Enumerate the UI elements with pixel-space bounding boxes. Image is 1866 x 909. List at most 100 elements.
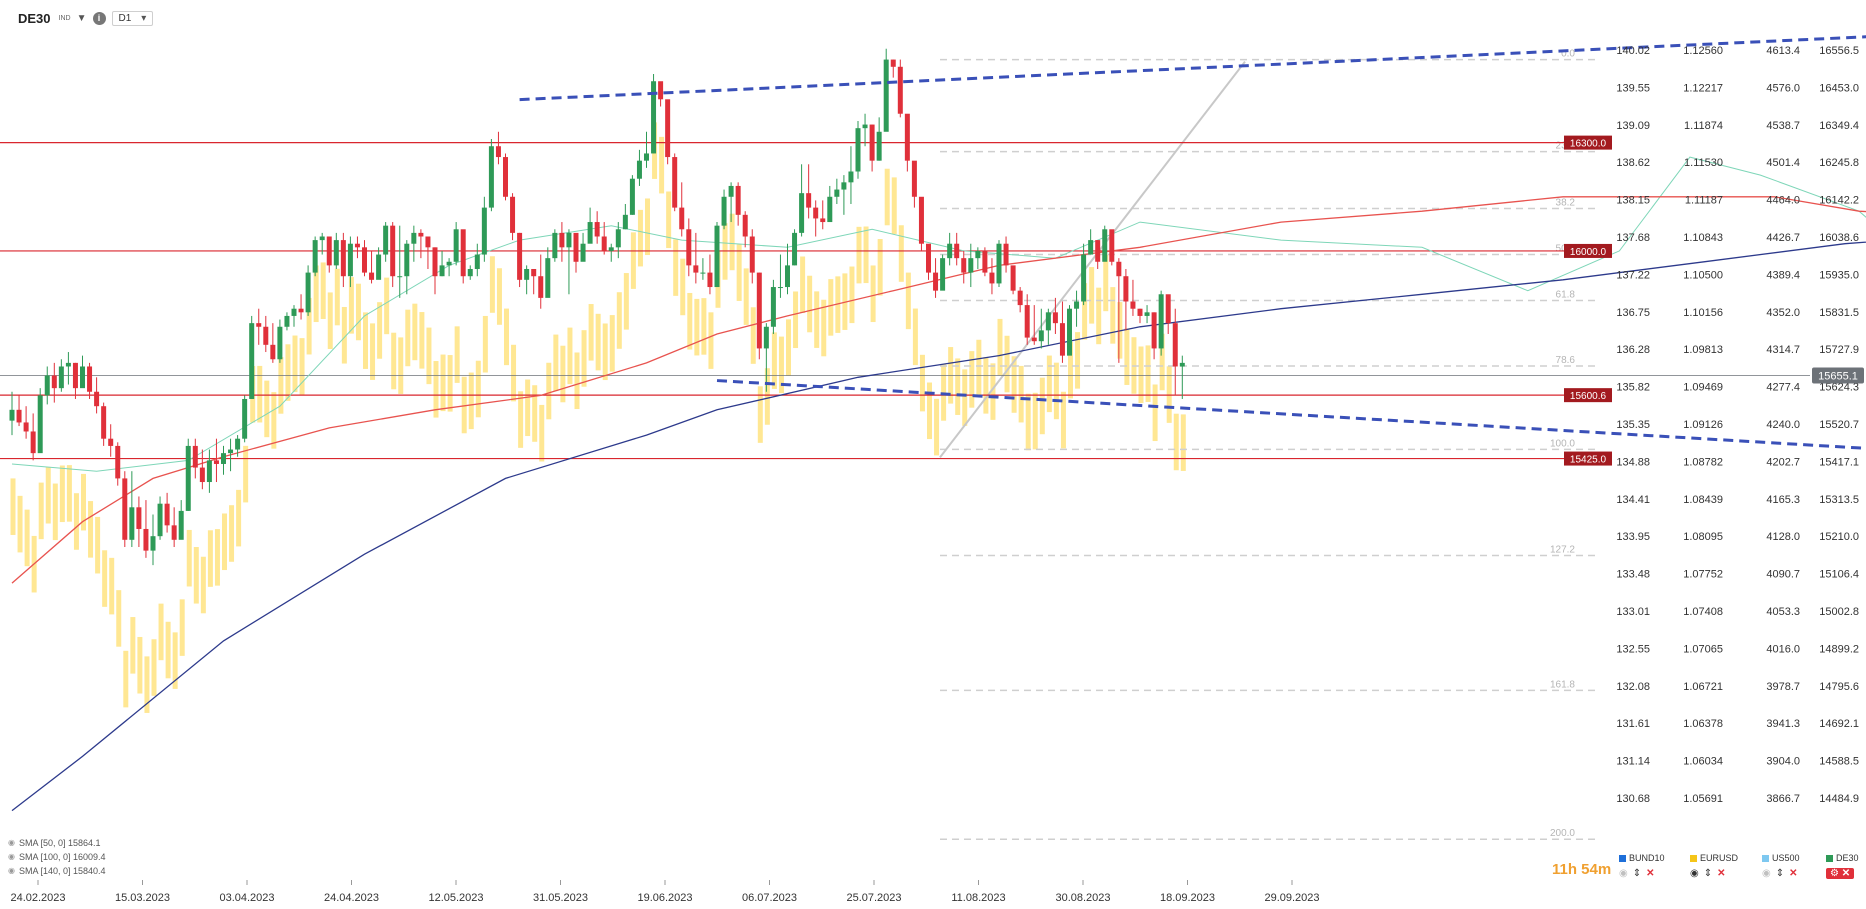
compare-candle [102, 550, 108, 607]
y-tick-label: 130.68 [1616, 793, 1650, 805]
candle-bullish [488, 146, 494, 208]
compare-candle [271, 392, 277, 449]
caret-down-icon[interactable]: ▼ [76, 12, 87, 24]
close-icon[interactable]: ✕ [1789, 868, 1798, 879]
reorder-icon[interactable]: ⇕ [1703, 868, 1713, 879]
compare-candle [306, 297, 312, 355]
y-tick-label: 4314.7 [1766, 344, 1800, 356]
compare-candle [496, 268, 502, 325]
y-tick-label: 1.12560 [1683, 45, 1723, 57]
candle-bearish [362, 247, 367, 273]
level-tag-label: 15425.0 [1570, 455, 1607, 466]
close-icon[interactable]: ✕ [1841, 868, 1851, 879]
compare-candle [313, 265, 319, 323]
eye-icon[interactable]: ◉ [1690, 868, 1699, 879]
candle-bullish [940, 258, 946, 291]
candle-bullish [876, 131, 882, 161]
trendline-upper [519, 35, 1866, 102]
candle-bearish [897, 66, 903, 114]
compare-candle [45, 466, 51, 524]
close-icon[interactable]: ✕ [1717, 868, 1726, 879]
compare-eurusd[interactable]: EURUSD ◉ ⇕ ✕ [1690, 853, 1739, 879]
y-tick-label: 16142.2 [1819, 195, 1859, 207]
symbol-name[interactable]: DE30 [18, 10, 51, 26]
candle-bearish [517, 232, 523, 280]
compare-candle [701, 298, 707, 355]
eye-icon[interactable]: ◉ [1619, 868, 1628, 879]
candle-bearish [460, 229, 466, 277]
compare-candle [116, 590, 122, 647]
compare-candle [137, 636, 143, 694]
eye-icon[interactable]: ◉ [1762, 868, 1771, 879]
time-axis[interactable]: 24.02.2023 15.03.2023 03.04.2023 24.04.2023… [10, 880, 1320, 904]
candle-bullish [228, 449, 234, 454]
main-de30[interactable]: DE30 ⚙ ✕ [1826, 853, 1859, 879]
compare-candle [807, 275, 813, 333]
interval-select[interactable]: D1 ▾ [111, 10, 154, 26]
compare-candle [814, 291, 820, 348]
y-tick-label: 1.10843 [1683, 232, 1723, 244]
candle-bullish [651, 81, 657, 154]
candle-bearish [354, 243, 360, 248]
y-tick-label: 131.61 [1616, 718, 1650, 730]
fib-anchor-line [939, 60, 1246, 459]
candle-bearish [918, 196, 924, 244]
candle-bullish [714, 225, 720, 288]
candle-bearish [164, 503, 170, 526]
candle-bullish [150, 536, 156, 551]
compare-candle [828, 279, 834, 336]
compare-bund10[interactable]: BUND10 ◉ ⇕ ✕ [1619, 853, 1665, 879]
candle-bearish [926, 243, 931, 273]
sma50-line [11, 156, 1866, 472]
compare-candle [1124, 328, 1130, 385]
compare-us500[interactable]: US500 ◉ ⇕ ✕ [1762, 853, 1800, 879]
compare-candle [17, 495, 23, 553]
candle-bullish [855, 128, 861, 172]
fibonacci-retracement[interactable]: 0.023.638.250.061.878.6100.0127.2161.820… [939, 49, 1595, 840]
sma50-legend[interactable]: ◉ SMA [50, 0] 15864.1 [8, 838, 101, 848]
info-icon[interactable]: i [92, 11, 106, 25]
compare-candle [764, 368, 770, 425]
settings-pill[interactable]: ⚙ ✕ [1826, 868, 1855, 879]
compare-candle [172, 632, 178, 689]
y-tick-label: 14588.5 [1819, 756, 1859, 768]
compare-candle [560, 345, 566, 403]
reorder-icon[interactable]: ⇕ [1775, 868, 1785, 879]
eye-icon[interactable]: ◉ [8, 866, 15, 875]
compare-candle [835, 276, 841, 333]
eye-icon[interactable]: ◉ [8, 852, 15, 861]
compare-candle [673, 239, 679, 296]
candle-bullish [65, 362, 71, 367]
color-swatch [1762, 854, 1769, 862]
trendlines[interactable] [519, 35, 1866, 474]
y-tick-label: 14899.2 [1819, 643, 1859, 655]
reorder-icon[interactable]: ⇕ [1632, 868, 1642, 879]
sma140-legend[interactable]: ◉ SMA [140, 0] 15840.4 [8, 866, 106, 876]
compare-candle [1032, 392, 1038, 450]
y-tick-label: 139.55 [1616, 82, 1650, 94]
candle-bearish [933, 272, 939, 291]
compare-candle [193, 547, 199, 604]
y-tick-label: 4165.3 [1766, 494, 1800, 506]
compare-candle [370, 323, 376, 380]
candle-bullish [235, 438, 241, 450]
horizontal-levels[interactable] [0, 142, 1810, 460]
close-icon[interactable]: ✕ [1646, 868, 1655, 879]
sma100-legend[interactable]: ◉ SMA [100, 0] 16009.4 [8, 852, 106, 862]
compare-candle [1103, 254, 1109, 312]
trendline-lower [716, 379, 1866, 450]
eye-icon[interactable]: ◉ [8, 838, 15, 847]
candle-bullish [862, 124, 868, 129]
compare-candle [1138, 346, 1144, 404]
compare-series-eurusd [10, 122, 1186, 713]
y-tick-label: 4426.7 [1766, 232, 1800, 244]
x-tick-label: 30.08.2023 [1055, 892, 1110, 904]
candle-bearish [1024, 305, 1030, 338]
candle-timer: 11h 54m [1552, 861, 1612, 878]
compare-candle [1110, 287, 1116, 344]
x-tick-label: 12.05.2023 [428, 892, 483, 904]
price-axes[interactable]: 140.02 139.55 139.09 138.62 138.15 137.68 137.… [1616, 45, 1859, 805]
candle-bullish [524, 268, 530, 280]
y-tick-label: 3866.7 [1766, 793, 1800, 805]
